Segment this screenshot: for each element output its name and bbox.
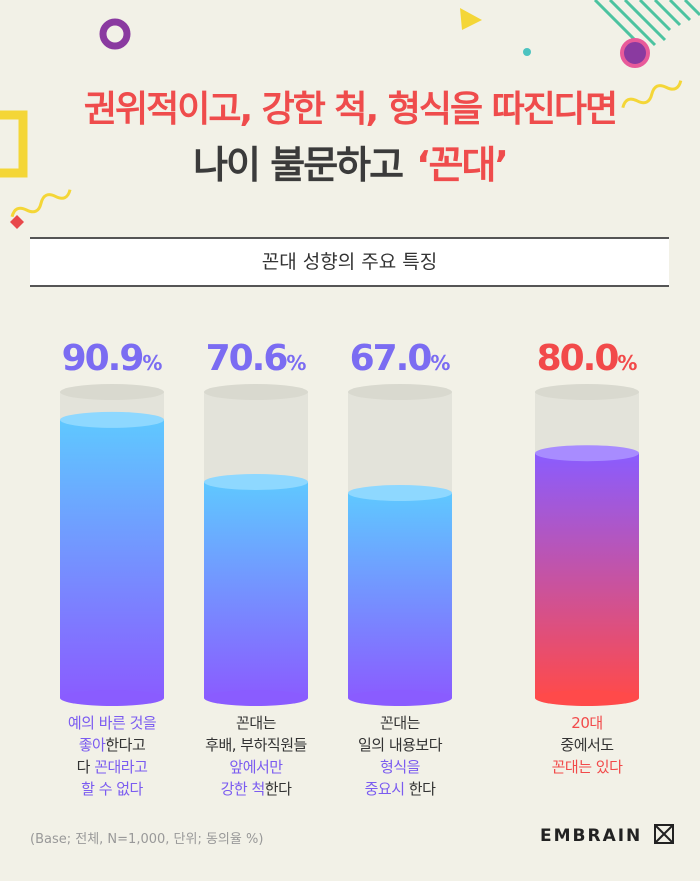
brand-name: EMBRAIN <box>540 826 643 846</box>
category-label-line: 강한 척한다 <box>166 778 346 800</box>
category-label-segment: 꼰대는 <box>380 714 420 732</box>
brand-logo: EMBRAIN <box>540 824 675 846</box>
bar-track-cap <box>60 384 164 400</box>
bar-group-3: 67.0% <box>348 338 452 706</box>
category-label-segment: 좋아 <box>78 736 106 754</box>
red-diamond-icon <box>10 215 24 229</box>
bar-track-cap <box>535 384 639 400</box>
chart-subtitle: 꼰대 성향의 주요 특징 <box>30 237 669 287</box>
bar-base <box>204 690 308 706</box>
category-label-line: 할 수 없다 <box>22 778 202 800</box>
category-label-segment: 꼰대라고 <box>94 758 148 776</box>
bar-chart: 90.9% 70.6% 67.0% 80.0% <box>60 338 639 706</box>
category-label-segment: 한다 <box>404 780 436 798</box>
title-line-2-main: 나이 불문하고 <box>193 143 404 187</box>
bar-track-cap <box>204 384 308 400</box>
title-line-2-accent: ‘꼰대’ <box>416 143 509 187</box>
category-label-segment: 한다고 <box>105 736 146 754</box>
bar-track-cap <box>348 384 452 400</box>
category-label-line: 일의 내용보다 <box>310 734 490 756</box>
category-label-segment: 일의 내용보다 <box>357 736 443 754</box>
title-line-2: 나이 불문하고 ‘꼰대’ <box>0 134 700 189</box>
category-label-1: 예의 바른 것을 좋아한다고 다 꼰대라고 할 수 없다 <box>22 712 202 800</box>
category-label-line: 중요시 한다 <box>310 778 490 800</box>
category-label-line: 꼰대는 있다 <box>497 756 677 778</box>
category-label-line: 꼰대는 <box>166 712 346 734</box>
bar-base <box>348 690 452 706</box>
category-label-segment: 다 <box>76 758 95 776</box>
category-label-segment: 꼰대는 <box>236 714 276 732</box>
bar <box>535 453 639 698</box>
yellow-triangle-icon <box>460 8 482 30</box>
category-label-line: 후배, 부하직원들 <box>166 734 346 756</box>
value-label: 80.0% <box>537 338 638 379</box>
bar <box>348 492 452 698</box>
yellow-zigzag-right-icon <box>621 80 683 109</box>
category-label-segment: 예의 바른 것을 <box>67 714 157 732</box>
embrain-logo-icon <box>654 824 675 844</box>
category-label-segment: 후배, 부하직원들 <box>205 736 307 754</box>
teal-dot-icon <box>523 48 531 56</box>
category-label-line: 앞에서만 <box>166 756 346 778</box>
value-label: 67.0% <box>350 338 451 379</box>
bar-base <box>535 690 639 706</box>
category-label-segment: 중에서도 <box>560 736 614 754</box>
bar-group-4: 80.0% <box>535 338 639 706</box>
category-label-segment: 강한 척 <box>220 780 266 798</box>
bar-group-1: 90.9% <box>60 338 164 706</box>
category-label-line: 꼰대는 <box>310 712 490 734</box>
bar <box>60 419 164 698</box>
category-label-segment: 20대 <box>571 714 603 732</box>
bar-fill-cap <box>204 473 308 490</box>
bar <box>204 481 308 698</box>
category-label-line: 20대 <box>497 712 677 734</box>
value-label: 90.9% <box>62 338 163 379</box>
category-label-line: 중에서도 <box>497 734 677 756</box>
category-label-line: 다 꼰대라고 <box>22 756 202 778</box>
yellow-square-icon <box>0 110 28 178</box>
category-label-segment: 형식을 <box>380 758 420 776</box>
teal-stripes-icon <box>593 0 700 47</box>
bar-fill-cap <box>535 445 639 462</box>
category-label-segment: 중요시 <box>364 780 405 798</box>
category-label-segment: 한다 <box>264 780 292 798</box>
bar-fill-cap <box>348 484 452 501</box>
bar-base <box>60 690 164 706</box>
category-label-line: 형식을 <box>310 756 490 778</box>
value-label: 70.6% <box>206 338 307 379</box>
category-label-segment: 앞에서만 <box>229 758 283 776</box>
category-label-segment: 할 수 없다 <box>81 780 143 798</box>
category-label-segment: 꼰대는 있다 <box>551 758 623 776</box>
bar-fill-cap <box>60 411 164 428</box>
title-line-1: 권위적이고, 강한 척, 형식을 따진다면 <box>83 89 618 130</box>
category-label-line: 예의 바른 것을 <box>22 712 202 734</box>
category-label-line: 좋아한다고 <box>22 734 202 756</box>
yellow-zigzag-icon <box>10 189 72 218</box>
footnote: (Base; 전체, N=1,000, 단위; 동의율 %) <box>30 832 264 847</box>
purple-ring-icon <box>99 18 131 50</box>
bar-group-2: 70.6% <box>204 338 308 706</box>
purple-dot-icon <box>620 38 650 68</box>
